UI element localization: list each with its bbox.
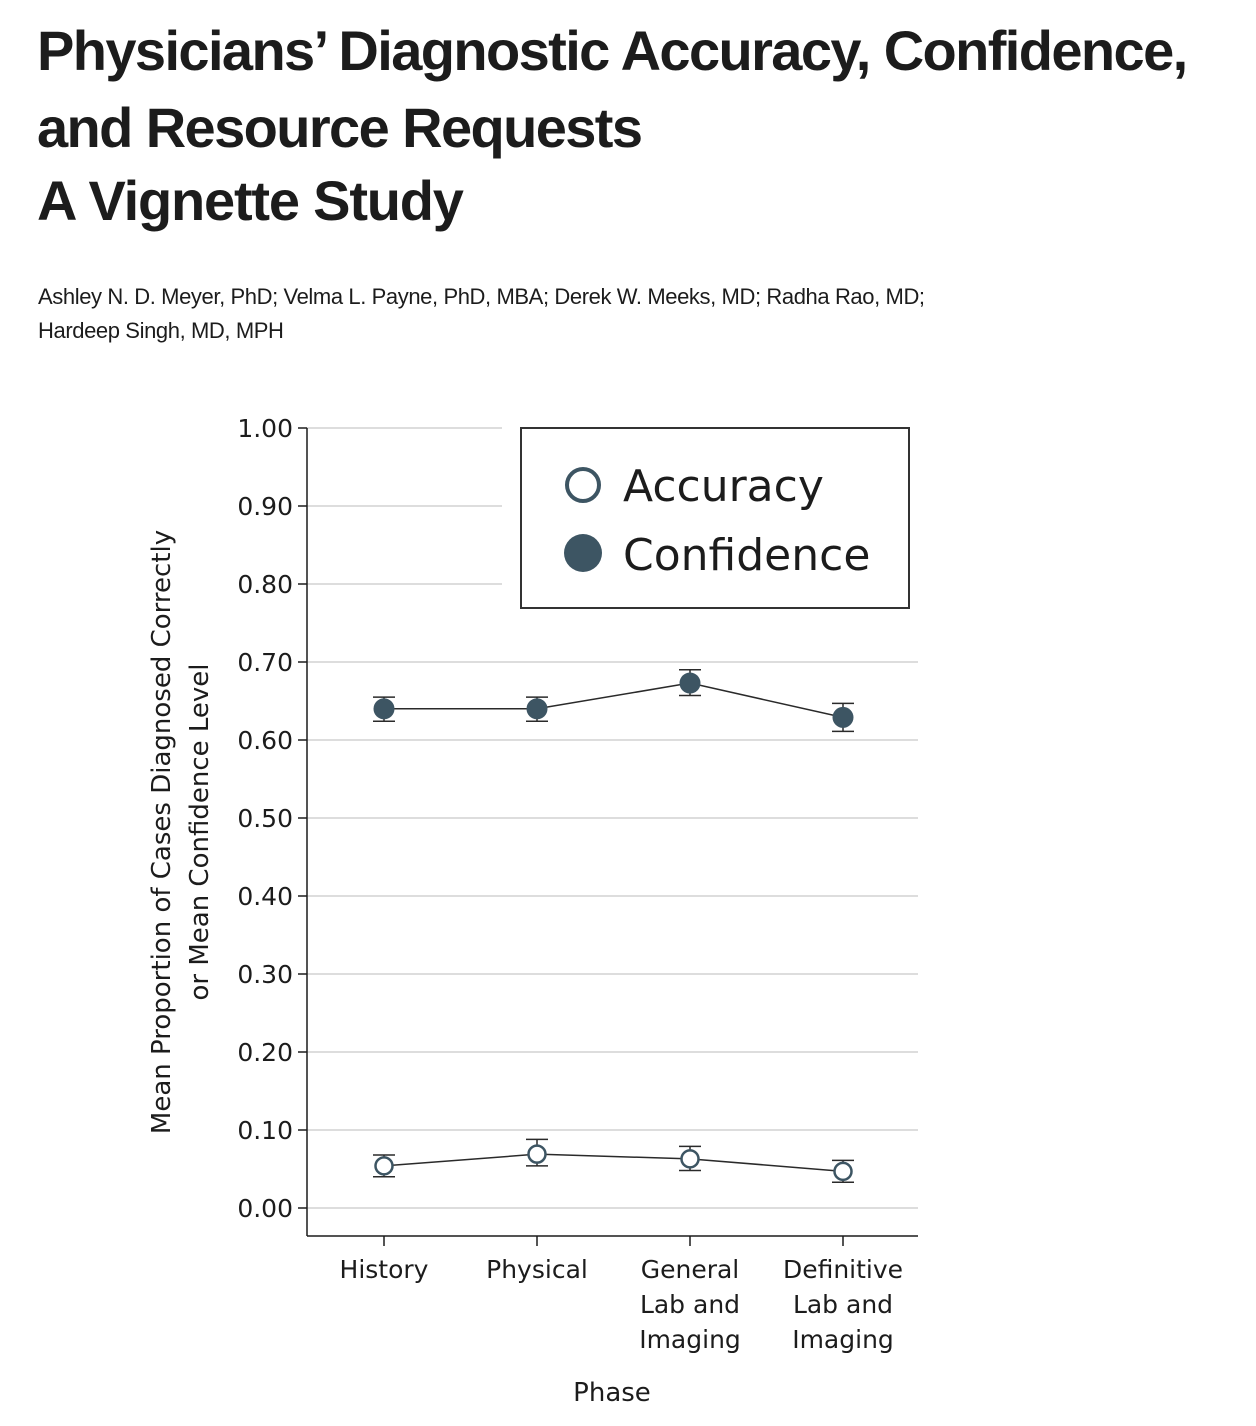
y-tick-label: 1.00 [237, 414, 293, 443]
gridlines [307, 427, 918, 1209]
title-line-1: Physicians’ Diagnostic Accuracy, Confide… [37, 19, 1188, 82]
legend-marker-confidence [564, 534, 602, 572]
y-tick-label: 0.80 [237, 570, 293, 599]
y-tick-label: 0.20 [237, 1038, 293, 1067]
data-point-confidence [526, 698, 548, 720]
title-line-2: and Resource Requests [37, 96, 643, 159]
series-layer [373, 669, 854, 1184]
data-point-confidence [679, 672, 701, 694]
x-axis: History Physical General Lab and Imaging Defi… [307, 1235, 918, 1354]
data-point-confidence [373, 698, 395, 720]
x-tick-label: General [641, 1255, 740, 1284]
x-tick-label: History [340, 1255, 429, 1284]
author-line-2: Hardeep Singh, MD, MPH [38, 318, 284, 343]
y-axis: 0.00 0.10 0.20 0.30 0.40 0.50 0.60 0.70 0.80 0.90… [237, 414, 308, 1236]
chart-subtitle: A Vignette Study [37, 169, 464, 232]
y-tick-label: 0.00 [237, 1194, 293, 1223]
x-tick-label: Lab and [793, 1290, 893, 1319]
data-point-confidence [832, 706, 854, 728]
y-tick-label: 0.40 [237, 882, 293, 911]
y-axis-title-line-1: Mean Proportion of Cases Diagnosed Corre… [147, 530, 177, 1134]
data-point-accuracy [527, 1144, 547, 1164]
legend-marker-accuracy [565, 467, 601, 503]
y-tick-label: 0.30 [237, 960, 293, 989]
x-tick-label: Lab and [640, 1290, 740, 1319]
chart-title: Physicians’ Diagnostic Accuracy, Confide… [37, 12, 1247, 166]
x-tick-label: Imaging [639, 1325, 741, 1354]
legend-label-confidence: Confidence [623, 530, 870, 581]
y-tick-label: 0.50 [237, 804, 293, 833]
legend-label-accuracy: Accuracy [623, 461, 824, 512]
y-axis-title: Mean Proportion of Cases Diagnosed Corre… [147, 530, 215, 1134]
data-point-accuracy [374, 1156, 394, 1176]
legend: Accuracy Confidence [520, 427, 910, 609]
data-point-accuracy [833, 1161, 853, 1182]
series-line-accuracy [383, 1153, 844, 1173]
y-axis-title-line-2: or Mean Confidence Level [185, 663, 215, 1000]
x-axis-title: Phase [573, 1378, 651, 1408]
x-tick-label: Physical [486, 1255, 588, 1284]
series-line-confidence [384, 682, 844, 719]
x-tick-label: Imaging [792, 1325, 894, 1354]
data-point-accuracy [680, 1149, 700, 1169]
legend-box [520, 427, 910, 609]
y-tick-label: 0.10 [237, 1116, 293, 1145]
author-line-1: Ashley N. D. Meyer, PhD; Velma L. Payne,… [38, 284, 925, 309]
y-tick-label: 0.60 [237, 726, 293, 755]
y-tick-label: 0.70 [237, 648, 293, 677]
author-list: Ashley N. D. Meyer, PhD; Velma L. Payne,… [38, 280, 1138, 348]
y-tick-label: 0.90 [237, 492, 293, 521]
x-tick-label: Definitive [783, 1255, 903, 1284]
line-chart: 0.00 0.10 0.20 0.30 0.40 0.50 0.60 0.70 0.80 0.90… [147, 414, 918, 1408]
